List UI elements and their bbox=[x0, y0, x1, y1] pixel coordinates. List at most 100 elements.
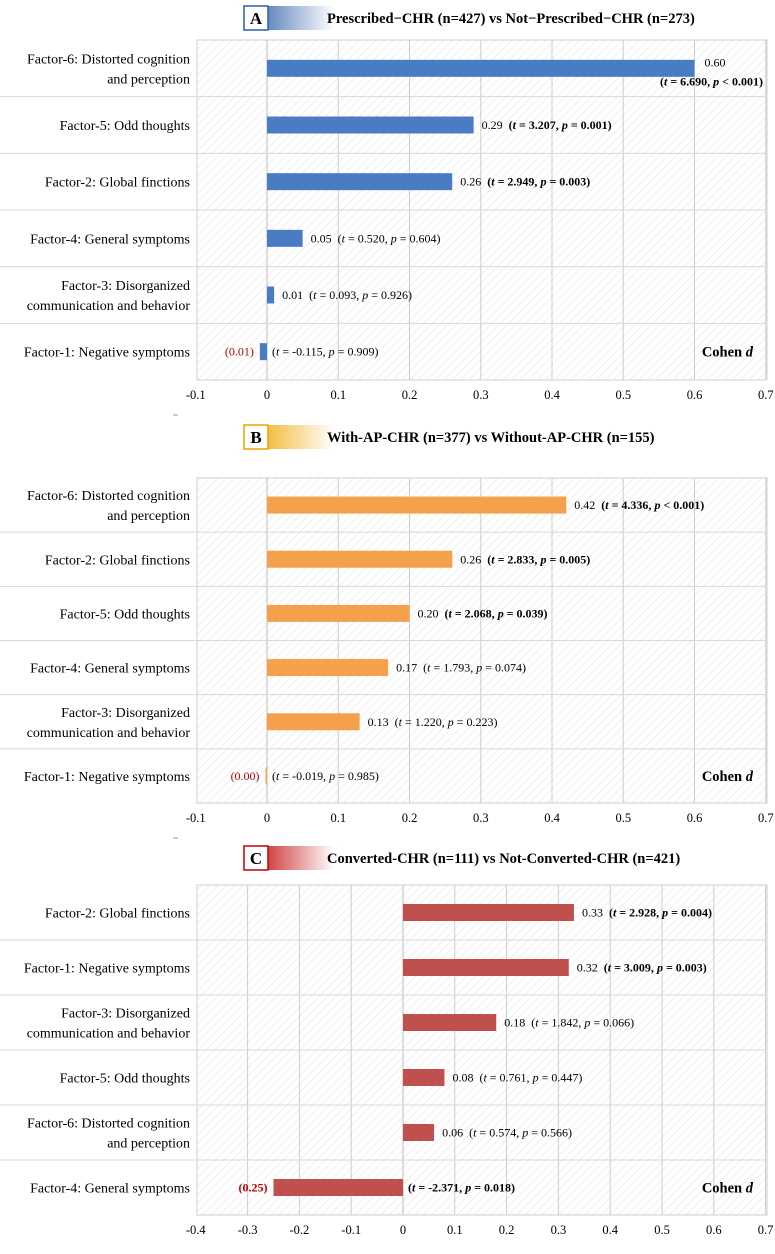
bar bbox=[267, 286, 275, 304]
x-tick-label: -0.1 bbox=[341, 1223, 361, 1237]
category-label: Factor-3: Disorganized communication and … bbox=[27, 706, 191, 741]
bar bbox=[267, 229, 303, 247]
x-tick-label: 0.1 bbox=[447, 1223, 463, 1237]
value-label: 0.13 (t = 1.220, p = 0.223) bbox=[368, 715, 498, 729]
stat-label: (t = 3.207, p = 0.001) bbox=[509, 118, 612, 132]
panel-letter: C bbox=[250, 849, 262, 868]
x-axis-label: Cohen d bbox=[702, 345, 754, 361]
bar bbox=[267, 116, 474, 134]
value-label: 0.60 bbox=[705, 55, 726, 69]
value-label: 0.17 (t = 1.793, p = 0.074) bbox=[396, 661, 526, 675]
stat-label: (t = 2.928, p = 0.004) bbox=[609, 906, 712, 920]
x-tick-label: -0.2 bbox=[290, 1223, 310, 1237]
x-tick-label: -0.1 bbox=[186, 388, 206, 402]
panel-title: Prescribed−CHR (n=427) vs Not−Prescribed… bbox=[327, 11, 695, 27]
stat-label: (t = 0.574, p = 0.566) bbox=[469, 1126, 572, 1140]
x-tick-label: 0.4 bbox=[544, 388, 560, 402]
category-label: Factor-3: Disorganized communication and … bbox=[27, 279, 191, 314]
bar bbox=[267, 496, 567, 514]
x-axis-label: Cohen d bbox=[702, 769, 754, 785]
x-tick-label: -0.3 bbox=[238, 1223, 258, 1237]
x-tick-label: -0.4 bbox=[186, 1223, 207, 1237]
x-tick-label: 0.2 bbox=[402, 811, 418, 825]
category-label: Factor-5: Odd thoughts bbox=[60, 607, 190, 622]
bar bbox=[267, 659, 389, 677]
bar bbox=[267, 604, 410, 622]
category-label: Factor-6: Distorted cognition and percept… bbox=[27, 1117, 190, 1152]
bar bbox=[403, 1124, 435, 1141]
category-label: Factor-5: Odd thoughts bbox=[60, 119, 190, 134]
bar bbox=[259, 343, 267, 361]
category-label: Factor-1: Negative symptoms bbox=[24, 962, 190, 977]
value-label: 0.29 (t = 3.207, p = 0.001) bbox=[482, 118, 612, 132]
value-label: 0.42 (t = 4.336, p < 0.001) bbox=[574, 498, 704, 512]
stat-label: (t = 0.093, p = 0.926) bbox=[309, 288, 412, 302]
bar bbox=[403, 904, 574, 921]
panel-title: Converted-CHR (n=111) vs Not-Converted-C… bbox=[327, 851, 680, 867]
value-label: 0.08 (t = 0.761, p = 0.447) bbox=[452, 1071, 582, 1085]
category-label: Factor-2: Global finctions bbox=[45, 907, 190, 922]
x-tick-label: 0.5 bbox=[615, 388, 631, 402]
bar bbox=[265, 767, 267, 785]
bar bbox=[267, 59, 695, 77]
value-label: (0.25) bbox=[239, 1181, 268, 1195]
panel-letter-box bbox=[243, 845, 269, 871]
x-tick-label: 0.3 bbox=[551, 1223, 567, 1237]
value-label: 0.33 (t = 2.928, p = 0.004) bbox=[582, 906, 712, 920]
x-tick-label: 0.5 bbox=[615, 811, 631, 825]
x-tick-label: 0.3 bbox=[473, 388, 489, 402]
stat-label: (t = 2.068, p = 0.039) bbox=[445, 606, 548, 620]
category-label: Factor-3: Disorganized communication and … bbox=[27, 1007, 191, 1042]
x-tick-label: 0.4 bbox=[602, 1223, 618, 1237]
category-label: Factor-2: Global finctions bbox=[45, 553, 190, 568]
stat-label: (t = 1.220, p = 0.223) bbox=[395, 715, 498, 729]
value-label: 0.18 (t = 1.842, p = 0.066) bbox=[504, 1016, 634, 1030]
category-label: Factor-6: Distorted cognition and percept… bbox=[27, 489, 190, 524]
value-label: 0.32 (t = 3.009, p = 0.003) bbox=[577, 961, 707, 975]
stat-label: (t = 6.690, p < 0.001) bbox=[660, 74, 763, 88]
x-tick-label: 0.7 bbox=[758, 811, 774, 825]
value-label: 0.06 (t = 0.574, p = 0.566) bbox=[442, 1126, 572, 1140]
x-tick-label: 0.6 bbox=[687, 811, 703, 825]
value-label: 0.01 (t = 0.093, p = 0.926) bbox=[282, 288, 412, 302]
x-tick-label: -0.1 bbox=[186, 811, 206, 825]
x-tick-label: 0.2 bbox=[499, 1223, 515, 1237]
bar bbox=[267, 550, 453, 568]
stat-label: (t = 4.336, p < 0.001) bbox=[601, 498, 704, 512]
value-label: 0.26 (t = 2.949, p = 0.003) bbox=[460, 175, 590, 189]
x-axis-label: Cohen d bbox=[702, 1181, 754, 1197]
panel-b: B With-AP-CHR (n=377) vs Without-AP-CHR (… bbox=[0, 424, 774, 839]
x-tick-label: 0.6 bbox=[687, 388, 703, 402]
bar bbox=[403, 959, 569, 976]
value-label: 0.20 (t = 2.068, p = 0.039) bbox=[418, 606, 548, 620]
category-label: Factor-1: Negative symptoms bbox=[24, 346, 190, 361]
x-tick-label: 0.1 bbox=[330, 811, 346, 825]
x-tick-label: 0.5 bbox=[654, 1223, 670, 1237]
bar bbox=[273, 1179, 403, 1196]
panel-letter: A bbox=[250, 9, 263, 28]
stat-label: (t = 0.520, p = 0.604) bbox=[338, 231, 441, 245]
panel-letter-box bbox=[243, 5, 269, 31]
x-tick-label: 0.3 bbox=[473, 811, 489, 825]
stat-label: (t = 2.833, p = 0.005) bbox=[487, 552, 590, 566]
category-label: Factor-2: Global finctions bbox=[45, 176, 190, 191]
bar bbox=[267, 713, 360, 731]
category-label: Factor-4: General symptoms bbox=[30, 1182, 190, 1197]
value-label: (0.01) bbox=[225, 345, 254, 359]
panel-a: A Prescribed−CHR (n=427) vs Not−Prescribe… bbox=[0, 5, 774, 416]
category-label: Factor-6: Distorted cognition and percept… bbox=[27, 52, 190, 87]
x-tick-label: 0.1 bbox=[330, 388, 346, 402]
category-label: Factor-4: General symptoms bbox=[30, 232, 190, 247]
stat-label: (t = 1.793, p = 0.074) bbox=[423, 661, 526, 675]
stat-label: (t = -2.371, p = 0.018) bbox=[408, 1181, 515, 1195]
stat-label: (t = -0.115, p = 0.909) bbox=[272, 345, 378, 359]
stat-label: (t = 3.009, p = 0.003) bbox=[604, 961, 707, 975]
value-label: (0.00) bbox=[231, 769, 260, 783]
value-label: 0.05 (t = 0.520, p = 0.604) bbox=[311, 231, 441, 245]
x-tick-label: 0.2 bbox=[402, 388, 418, 402]
category-label: Factor-1: Negative symptoms bbox=[24, 770, 190, 785]
x-tick-label: 0.4 bbox=[544, 811, 560, 825]
x-tick-label: 0 bbox=[264, 811, 270, 825]
x-tick-label: 0 bbox=[264, 388, 270, 402]
